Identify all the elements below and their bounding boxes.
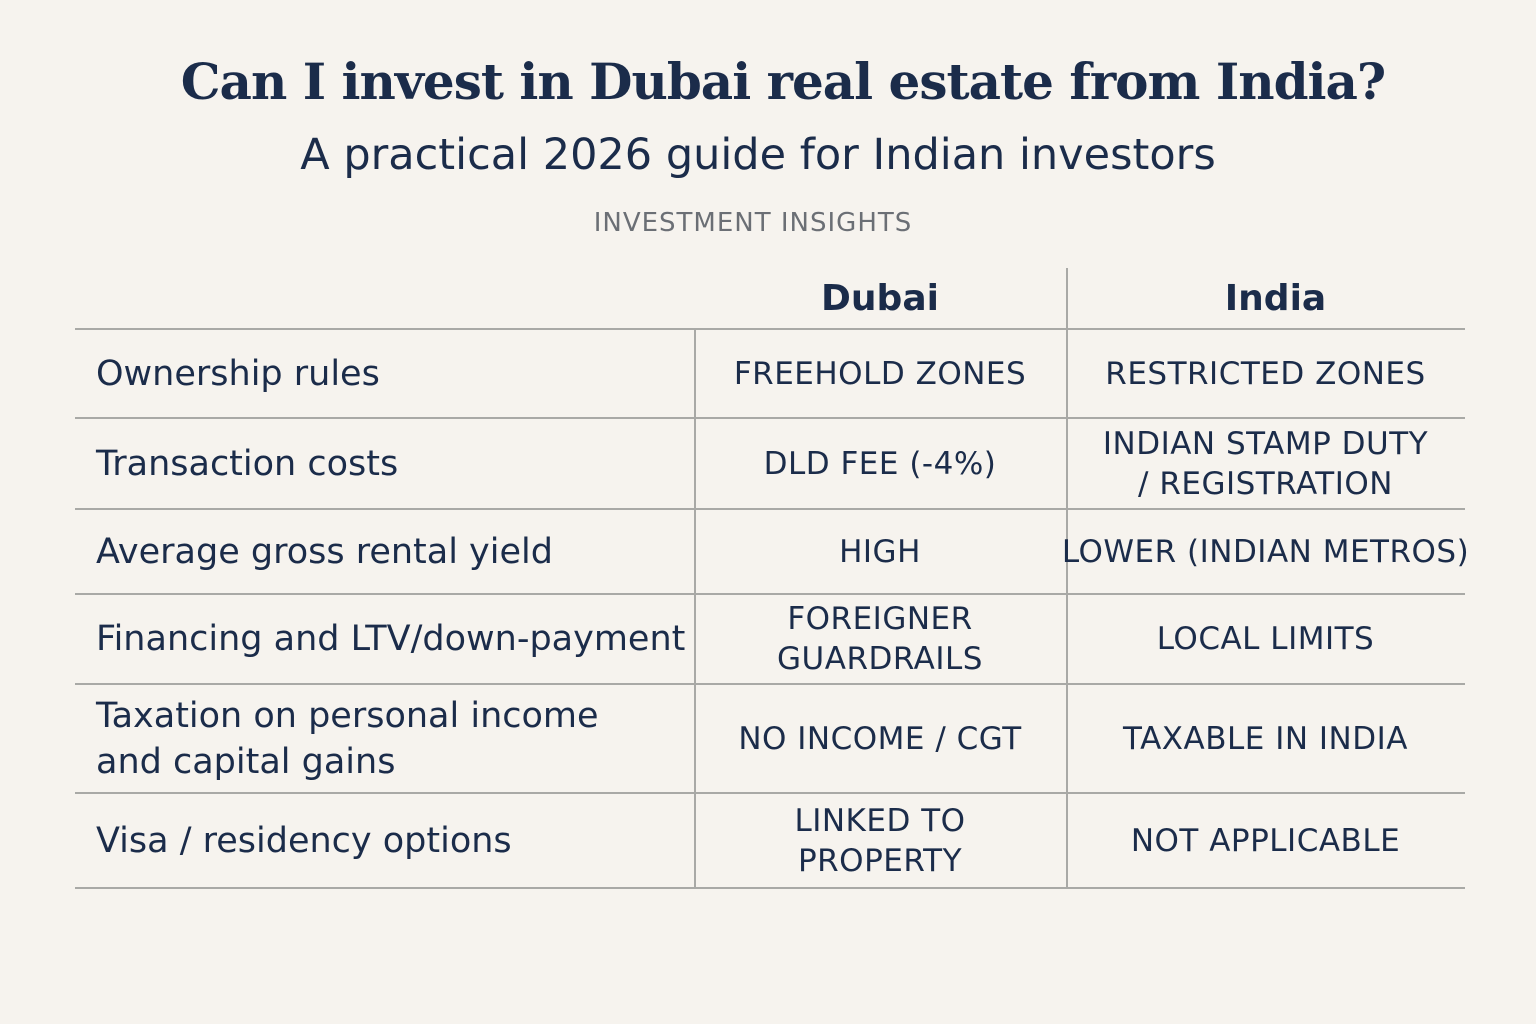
cell-line: LOCAL LIMITS	[1156, 621, 1375, 657]
cell: TAXABLE IN INDIA	[1066, 685, 1465, 792]
cell-line: LOWER (INDIAN METROS)	[1061, 533, 1470, 570]
cell-line: DLD FEE (-4%)	[763, 445, 997, 482]
row-label: Transaction costs	[75, 419, 694, 508]
cell-line: and capital gains	[96, 741, 396, 782]
cell: LINKED TO PROPERTY	[694, 794, 1066, 887]
cell-line: Ownership rules	[96, 353, 380, 394]
row-label: Visa / residency options	[75, 794, 694, 887]
cell-line: RESTRICTED ZONES	[1105, 355, 1426, 392]
cell-line: Visa / residency options	[96, 820, 512, 861]
cell-line: TAXABLE IN INDIA	[1123, 720, 1408, 757]
row-label: Ownership rules	[75, 330, 694, 417]
cell-line: Average gross rental yield	[96, 531, 553, 572]
row-divider	[75, 792, 1465, 794]
cell: NOT APPLICABLE	[1066, 794, 1465, 887]
cell-line: Taxation on personal income	[96, 695, 599, 736]
cell: FOREIGNER GUARDRAILS	[694, 595, 1066, 683]
cell: DLD FEE (-4%)	[694, 419, 1066, 508]
column-header: Dubai	[821, 277, 939, 319]
column-divider	[694, 328, 696, 888]
cell: NO INCOME / CGT	[694, 685, 1066, 792]
cell: RESTRICTED ZONES	[1066, 330, 1465, 417]
row-divider	[75, 683, 1465, 685]
cell: FREEHOLD ZONES	[694, 330, 1066, 417]
cell-line: / REGISTRATION	[1138, 465, 1393, 502]
cell: LOCAL LIMITS	[1066, 595, 1465, 683]
row-divider	[75, 593, 1465, 595]
cell-line: HIGH	[839, 533, 921, 570]
cell-line: LINKED TO	[794, 802, 966, 839]
cell-line: Financing and LTV/down-payment	[96, 619, 686, 659]
column-header: India	[1224, 277, 1327, 319]
section-label: INVESTMENT INSIGHTS	[593, 208, 913, 238]
cell-line: PROPERTY	[797, 842, 963, 879]
cell-line: INDIAN STAMP DUTY	[1102, 425, 1429, 462]
cell-line: FREEHOLD ZONES	[733, 355, 1027, 392]
row-divider	[75, 887, 1465, 889]
cell-line: NO INCOME / CGT	[738, 720, 1022, 757]
row-divider	[75, 328, 1465, 330]
cell: INDIAN STAMP DUTY / REGISTRATION	[1066, 419, 1465, 508]
row-label: Taxation on personal income and capital g…	[75, 685, 694, 792]
subtitle: A practical 2026 guide for Indian invest…	[300, 130, 1216, 180]
cell-line: NOT APPLICABLE	[1130, 822, 1401, 859]
title: Can I invest in Dubai real estate from I…	[180, 52, 1386, 111]
row-divider	[75, 417, 1465, 419]
cell-line: GUARDRAILS	[777, 641, 983, 677]
cell-line: FOREIGNER	[787, 601, 973, 637]
row-divider	[75, 508, 1465, 510]
cell: HIGH	[694, 510, 1066, 593]
cell: LOWER (INDIAN METROS)	[1062, 510, 1469, 593]
row-label: Average gross rental yield	[75, 510, 694, 593]
cell-line: Transaction costs	[96, 443, 399, 484]
column-divider	[1066, 268, 1068, 888]
row-label: Financing and LTV/down-payment	[75, 595, 694, 683]
